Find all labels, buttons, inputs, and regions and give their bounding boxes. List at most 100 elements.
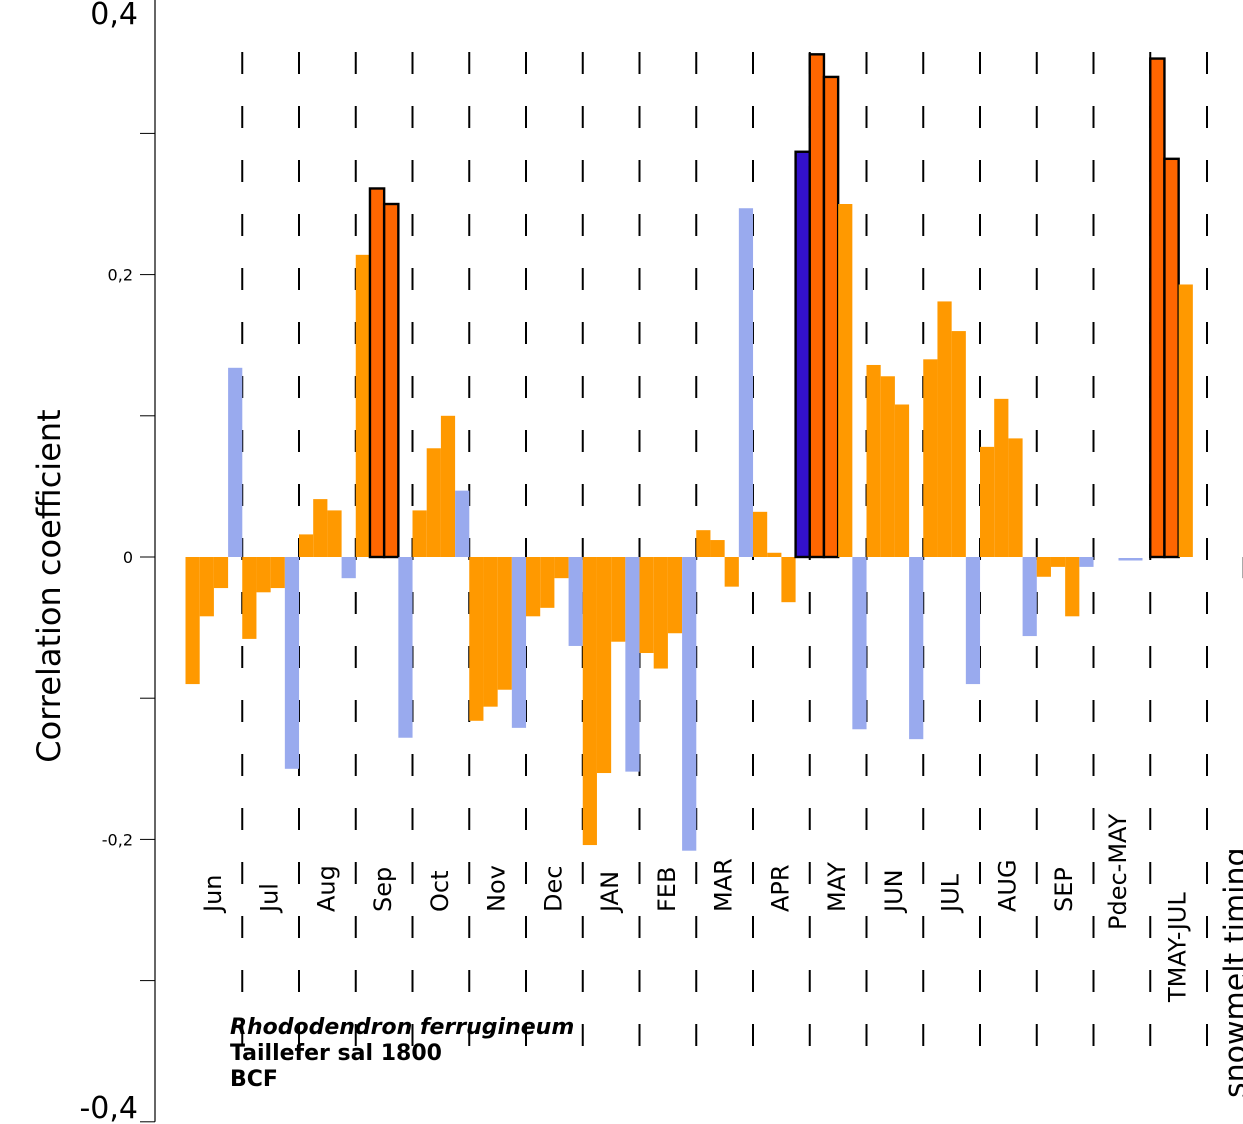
bar-jul-0	[923, 359, 938, 557]
bar-oct-0	[412, 510, 427, 557]
bar-aug-3	[341, 557, 356, 579]
bar-jul-1	[937, 301, 952, 557]
x-tick-label: SEP	[1050, 867, 1078, 912]
bar-aug-0	[980, 446, 995, 557]
species-annotation: Rhododendron ferrugineum	[230, 1015, 574, 1040]
bar-oct-2	[440, 415, 456, 557]
y-tick-label: -0,2	[102, 830, 133, 849]
x-tick-label: snowmelt timing	[1218, 847, 1243, 1098]
bar-apr-3	[794, 150, 811, 559]
x-tick-label: Jun	[199, 875, 227, 915]
x-tick-label: Oct	[426, 871, 454, 913]
x-tick-label: TMAY-JUL	[1164, 892, 1192, 1003]
bar-pdec-may-0	[1118, 558, 1143, 561]
bar-dec-2	[554, 557, 569, 579]
bar-jul-1	[256, 557, 271, 593]
site-annotation: Taillefer sal 1800	[230, 1041, 442, 1066]
bar-jan-1	[596, 557, 612, 774]
bar-jun-1	[880, 376, 895, 557]
bar-jan-2	[611, 557, 626, 642]
bar-feb-2	[667, 557, 683, 634]
bars	[185, 53, 1243, 851]
y-tick-label: -0,4	[79, 1091, 138, 1124]
bar-mar-1	[710, 540, 725, 557]
bar-jun-0	[185, 557, 200, 685]
bar-tmay-jul-2	[1178, 284, 1193, 557]
method-annotation: BCF	[230, 1067, 278, 1092]
bar-aug-1	[313, 499, 328, 557]
bar-apr-1	[767, 552, 782, 557]
bar-may-3	[852, 557, 867, 730]
bar-dec-3	[568, 557, 583, 646]
bar-feb-1	[653, 557, 668, 669]
bar-sep-0	[1036, 557, 1051, 577]
bar-aug-3	[1022, 557, 1037, 637]
y-tick-label: 0	[123, 548, 133, 567]
bar-may-2	[838, 204, 853, 557]
bar-mar-2	[724, 557, 739, 587]
x-tick-labels: Jun Jul Aug Sep Oct Nov Dec JAN FEB MAR APR MAY JUN J…	[199, 813, 1243, 1098]
bar-aug-1	[994, 398, 1009, 557]
x-tick-label: MAR	[710, 858, 738, 912]
bar-aug-2	[1008, 438, 1023, 557]
x-tick-label: AUG	[993, 859, 1021, 912]
x-tick-label: MAY	[823, 862, 851, 912]
bar-jun-2	[213, 557, 229, 589]
y-axis-title: Correlation coefficient	[30, 409, 68, 762]
bar-feb-3	[682, 557, 697, 851]
x-tick-label: Nov	[483, 865, 511, 912]
bar-jan-0	[582, 557, 597, 846]
bar-jun-0	[866, 364, 881, 557]
y-tick-label: 0,2	[108, 266, 133, 285]
bar-may-0	[808, 53, 826, 559]
bar-jul-2	[951, 331, 966, 557]
bar-apr-2	[781, 557, 796, 603]
bar-sep-3	[1079, 557, 1094, 567]
x-tick-label: JUN	[880, 869, 908, 914]
bar-nov-2	[497, 557, 512, 690]
bar-jun-3	[228, 367, 243, 557]
bar-sep-1	[368, 187, 386, 559]
x-tick-label: Dec	[539, 866, 567, 912]
bar-nov-3	[511, 557, 527, 728]
bar-tmay-jul-0	[1149, 57, 1166, 559]
bar-apr-0	[753, 511, 768, 557]
bar-jan-3	[625, 557, 640, 772]
x-tick-label: FEB	[653, 867, 681, 912]
x-tick-label: APR	[766, 864, 794, 912]
bar-jun-1	[199, 557, 214, 617]
bar-dec-0	[526, 557, 541, 617]
bar-jun-2	[894, 404, 910, 557]
bar-sep-2	[1065, 557, 1080, 617]
bar-dec-1	[540, 557, 555, 608]
bar-nov-1	[483, 557, 498, 707]
bar-sep-1	[1050, 557, 1066, 567]
bar-jul-2	[270, 557, 285, 589]
bar-jul-0	[242, 557, 257, 639]
x-tick-label: JAN	[596, 871, 624, 914]
y-tick-label: 0,4	[90, 0, 138, 32]
bar-tmay-jul-1	[1163, 157, 1180, 559]
x-tick-label: Sep	[369, 867, 397, 912]
x-tick-label: Pdec-MAY	[1104, 813, 1132, 930]
bar-feb-0	[639, 557, 654, 654]
y-axis: 0,4 0,2 0 -0,2 -0,4	[79, 0, 156, 1124]
bar-sep-3	[398, 557, 413, 738]
x-tick-label: JUL	[937, 873, 965, 914]
bar-sep-2	[382, 202, 400, 559]
bar-mar-3	[738, 208, 754, 557]
bar-aug-0	[299, 534, 314, 557]
bar-may-1	[822, 75, 840, 559]
bar-sep-0	[355, 254, 370, 557]
bar-jun-3	[909, 557, 924, 740]
x-tick-label: Jul	[256, 883, 284, 914]
bar-jul-3	[965, 557, 981, 685]
bar-oct-3	[455, 490, 470, 557]
x-tick-label: Aug	[312, 865, 340, 912]
bar-mar-0	[696, 530, 711, 557]
bar-nov-0	[469, 557, 484, 721]
bar-oct-1	[426, 448, 441, 557]
bar-jul-3	[284, 557, 300, 769]
bar-aug-2	[327, 510, 342, 557]
